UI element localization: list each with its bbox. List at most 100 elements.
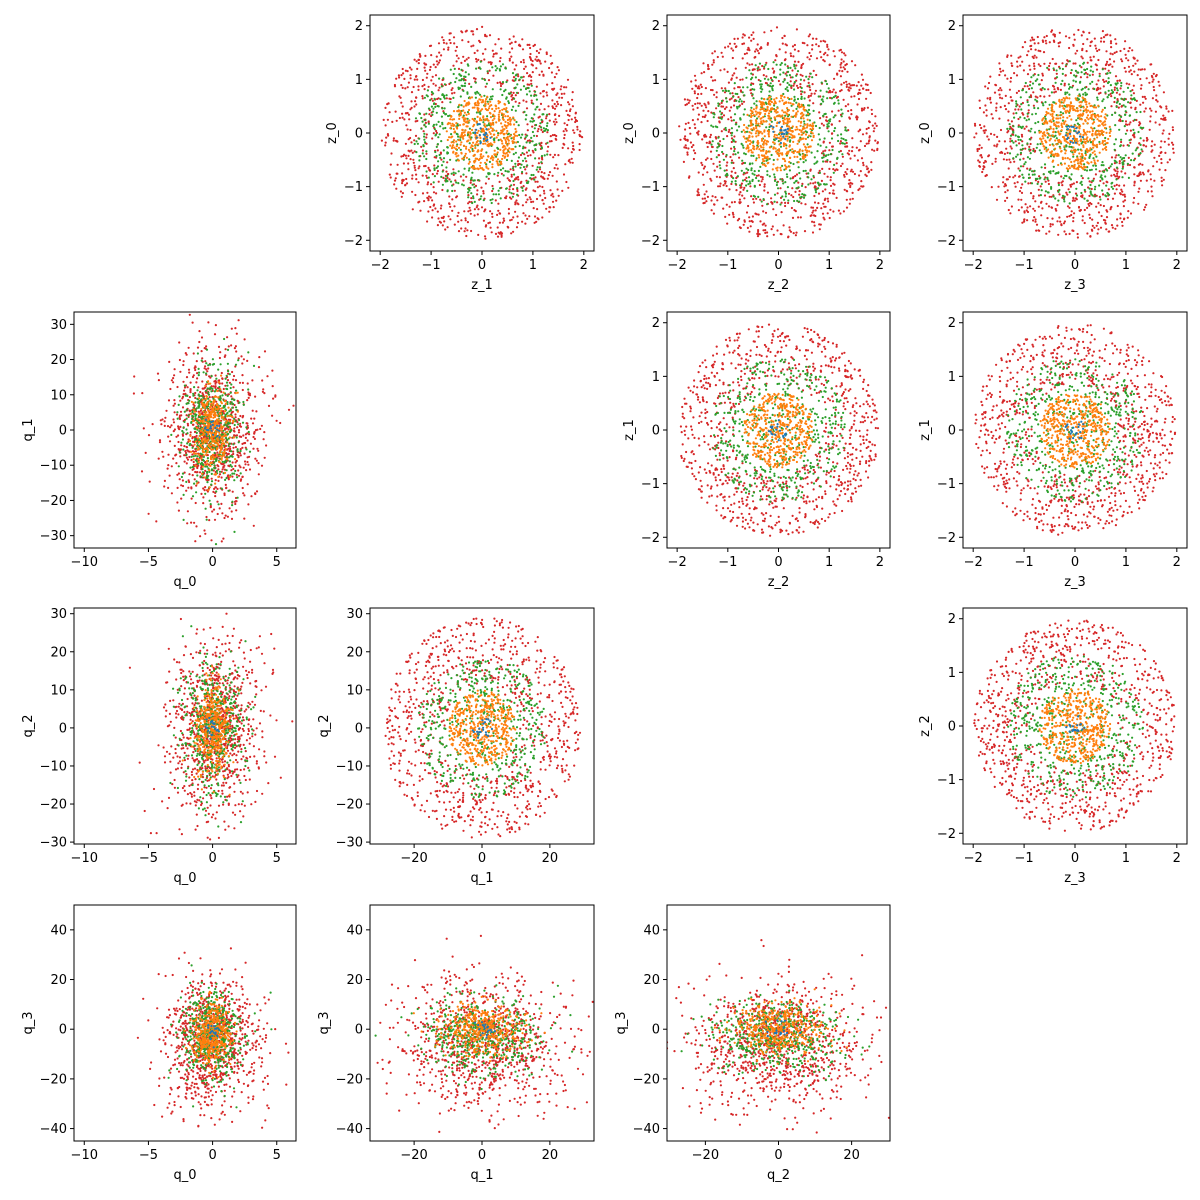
scatter-point bbox=[458, 103, 461, 106]
scatter-point bbox=[1094, 164, 1097, 167]
scatter-point bbox=[441, 36, 444, 39]
scatter-point bbox=[817, 202, 820, 205]
scatter-point bbox=[436, 224, 439, 227]
scatter-point bbox=[789, 54, 793, 58]
scatter-point bbox=[450, 141, 453, 144]
scatter-point bbox=[762, 107, 766, 110]
scatter-point bbox=[540, 70, 544, 73]
scatter-point bbox=[440, 115, 443, 118]
scatter-point bbox=[995, 145, 998, 148]
scatter-point bbox=[462, 184, 465, 187]
scatter-point bbox=[746, 127, 749, 130]
scatter-point bbox=[692, 144, 695, 147]
scatter-point bbox=[723, 128, 726, 131]
scatter-point bbox=[801, 182, 804, 185]
scatter-point bbox=[1130, 106, 1133, 109]
scatter-point bbox=[1068, 232, 1071, 235]
scatter-point bbox=[793, 98, 796, 101]
scatter-point bbox=[857, 188, 860, 192]
scatter-point bbox=[774, 108, 778, 112]
scatter-point bbox=[991, 117, 994, 120]
scatter-point bbox=[463, 59, 466, 63]
scatter-point bbox=[504, 115, 507, 118]
scatter-point bbox=[532, 207, 535, 210]
scatter-point bbox=[516, 160, 520, 163]
scatter-point bbox=[1143, 68, 1146, 71]
scatter-point bbox=[446, 173, 449, 176]
scatter-point bbox=[446, 146, 449, 149]
scatter-point bbox=[548, 119, 551, 122]
scatter-point bbox=[476, 213, 479, 216]
scatter-point bbox=[714, 136, 717, 139]
scatter-point bbox=[742, 113, 745, 116]
scatter-point bbox=[1149, 115, 1152, 118]
scatter-point bbox=[761, 154, 765, 157]
scatter-point bbox=[453, 223, 456, 226]
scatter-point bbox=[440, 175, 443, 178]
scatter-point bbox=[407, 113, 410, 116]
scatter-point bbox=[532, 173, 535, 177]
scatter-point bbox=[414, 193, 417, 197]
scatter-point bbox=[786, 86, 789, 89]
scatter-point bbox=[775, 97, 778, 100]
scatter-point bbox=[860, 84, 863, 87]
scatter-point bbox=[545, 51, 548, 54]
scatter-point bbox=[1031, 173, 1034, 176]
scatter-point bbox=[528, 83, 531, 86]
scatter-point bbox=[574, 120, 577, 124]
scatter-point bbox=[1027, 118, 1031, 121]
scatter-point bbox=[987, 154, 991, 157]
scatter-point bbox=[468, 200, 471, 203]
scatter-point bbox=[531, 64, 535, 67]
scatter-point bbox=[844, 139, 847, 142]
scatter-point bbox=[750, 114, 753, 117]
scatter-point bbox=[743, 197, 746, 200]
scatter-point bbox=[821, 167, 824, 170]
scatter-point bbox=[1145, 136, 1148, 140]
scatter-point bbox=[824, 205, 827, 208]
scatter-point bbox=[1168, 158, 1171, 161]
scatter-point bbox=[781, 152, 784, 155]
scatter-point bbox=[566, 123, 569, 127]
scatter-point bbox=[1026, 156, 1029, 159]
scatter-point bbox=[767, 135, 771, 138]
scatter-point bbox=[1157, 80, 1160, 83]
scatter-point bbox=[1028, 64, 1031, 67]
scatter-point bbox=[747, 146, 750, 149]
scatter-point bbox=[1120, 140, 1123, 144]
scatter-point bbox=[546, 122, 549, 125]
scatter-point bbox=[1160, 151, 1163, 154]
scatter-point bbox=[1019, 165, 1023, 168]
scatter-point bbox=[1047, 68, 1050, 71]
scatter-point bbox=[796, 97, 800, 101]
scatter-point bbox=[811, 48, 814, 51]
scatter-point bbox=[1121, 224, 1124, 227]
scatter-point bbox=[802, 143, 806, 146]
scatter-point bbox=[772, 208, 775, 211]
scatter-point bbox=[769, 103, 772, 106]
scatter-point bbox=[556, 92, 559, 95]
scatter-point bbox=[821, 190, 825, 193]
scatter-point bbox=[830, 123, 833, 126]
scatter-point bbox=[537, 162, 541, 165]
scatter-point bbox=[472, 125, 475, 128]
scatter-point bbox=[1007, 119, 1010, 122]
scatter-point bbox=[1104, 222, 1107, 225]
scatter-point bbox=[779, 129, 782, 132]
scatter-point bbox=[758, 148, 761, 151]
scatter-point bbox=[774, 76, 778, 79]
scatter-point bbox=[1034, 48, 1037, 51]
scatter-point bbox=[1030, 76, 1033, 79]
scatter-point bbox=[780, 138, 783, 141]
scatter-point bbox=[511, 167, 515, 170]
scatter-point bbox=[1033, 67, 1036, 70]
scatter-point bbox=[1097, 79, 1100, 82]
scatter-point bbox=[460, 219, 463, 222]
scatter-point bbox=[494, 43, 497, 46]
scatter-point bbox=[413, 166, 416, 169]
scatter-point bbox=[1055, 69, 1058, 72]
scatter-point bbox=[1095, 205, 1098, 208]
scatter-point bbox=[813, 162, 816, 165]
scatter-point bbox=[1132, 56, 1135, 59]
scatter-point bbox=[753, 184, 756, 187]
